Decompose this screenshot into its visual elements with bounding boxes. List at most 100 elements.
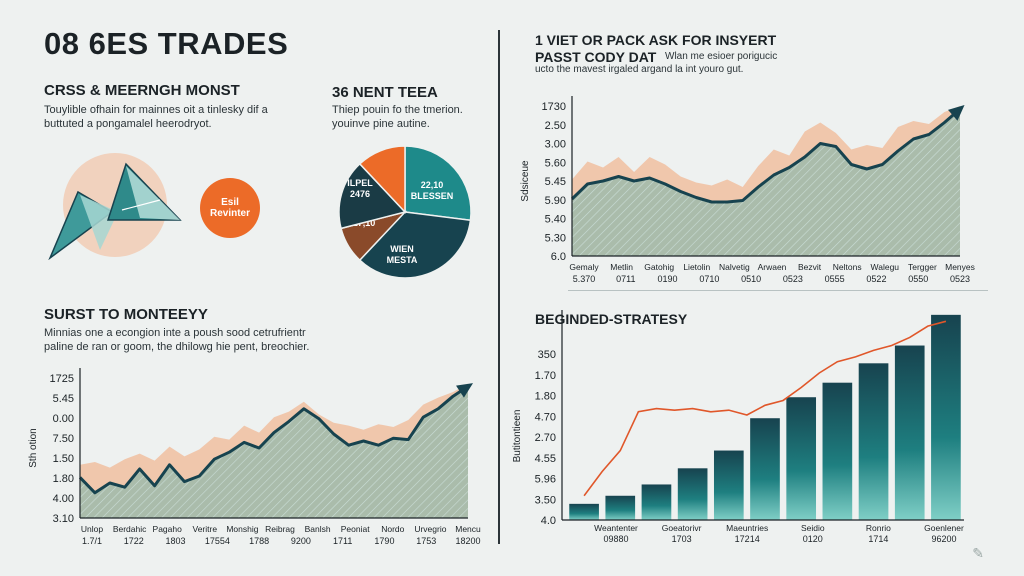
x-tick-label: Mencu: [455, 524, 481, 534]
y-tick-label: 3.00: [545, 139, 566, 151]
bottom-left-line-chart: 1725 5.45 0.00 7.50 1.50 1.80 4.00 3.10 Sth otio…: [28, 368, 481, 546]
prism-left-facet: [80, 195, 118, 250]
x-tick-label: Monshig: [226, 524, 258, 534]
pie-slice-label: 22,10 BLESSEN: [411, 180, 454, 201]
y-tick-label: 4.0: [541, 515, 556, 527]
series-area: [80, 386, 468, 518]
x-tick-label: Bezvit: [798, 262, 822, 272]
top-right-line-chart: 1730 2.50 3.00 5.60 5.45 5.90 5.40 5.30 6.0 Sdsic…: [520, 96, 975, 284]
x-tick-label: Reibrag: [265, 524, 295, 534]
x-tick-label: Seidio: [801, 523, 825, 533]
y-tick-label: 1.50: [53, 453, 74, 465]
vertical-divider: [498, 30, 500, 544]
prism-right-facet: [126, 166, 180, 220]
pie-label-line: ILPEL: [347, 178, 373, 188]
y-tick-label: 2.50: [545, 120, 566, 132]
y-tick-label: 5.45: [545, 176, 566, 188]
revinter-badge: Esil Revinter: [200, 178, 260, 238]
x-tick-value: 1722: [124, 536, 144, 546]
x-tick-value: 0555: [825, 274, 845, 284]
y-tick-label: 5.60: [545, 157, 566, 169]
y-tick-label: 3.10: [53, 513, 74, 525]
bar: [569, 503, 599, 520]
x-tick-label: Nalvetig: [719, 262, 750, 272]
pie-label-line: BLESSEN: [411, 191, 454, 201]
bar: [786, 397, 817, 520]
bar: [894, 345, 925, 520]
left-bottom-body: Minnias one a econgion inte a poush sood…: [44, 326, 309, 354]
y-tick-label: 5.90: [545, 195, 566, 207]
x-tick-value: 5.370: [573, 274, 596, 284]
series-area-tint: [80, 386, 468, 518]
pie-slice: [358, 145, 406, 214]
x-tick-value: 0523: [950, 274, 970, 284]
x-tick-label: Neltons: [833, 262, 862, 272]
x-tick-label: Arwaen: [758, 262, 787, 272]
x-tick-value: 0710: [699, 274, 719, 284]
bar: [931, 314, 961, 520]
right-top-heading-line: 1 VIET OR PACK ASK FOR INSYERT: [535, 32, 777, 48]
bar: [713, 450, 744, 520]
y-tick-label: 1.80: [53, 473, 74, 485]
x-tick-value: 1788: [249, 536, 269, 546]
y-tick-label: 1730: [542, 101, 566, 113]
brand-logo-icon: ✎: [972, 545, 984, 561]
illustration-spark: [121, 199, 161, 211]
y-tick-label: 4.70: [535, 411, 556, 423]
x-tick-label: Peoniat: [341, 524, 370, 534]
y-tick-label: 1725: [50, 373, 74, 385]
left-bottom-body-line: paline de ran or goom, the dhilowg hie p…: [44, 341, 310, 353]
x-tick-value: 1790: [374, 536, 394, 546]
x-tick-label: Menyes: [945, 262, 975, 272]
bar: [822, 382, 853, 520]
trend-arrow-icon: [456, 383, 474, 398]
pie-body-line: Thiep pouin fo the tmerion.: [332, 104, 463, 116]
series-line: [570, 107, 961, 204]
pie-label-line: WIEN: [390, 244, 414, 254]
x-tick-value: 0523: [783, 274, 803, 284]
left-bottom-heading: SURST TO MONTEEYY: [44, 306, 208, 323]
x-tick-value: 0190: [658, 274, 678, 284]
y-tick-label: 5.45: [53, 393, 74, 405]
y-axis-label: Sdsiceue: [520, 160, 531, 202]
x-tick-value: 0522: [866, 274, 886, 284]
y-tick-label: 2.70: [535, 432, 556, 444]
x-tick-value: 17214: [735, 534, 760, 544]
x-tick-label: Urvegrio: [414, 524, 446, 534]
x-tick-value: 0510: [741, 274, 761, 284]
bottom-right-bar-chart: 350 1.70 1.80 4.70 2.70 4.55 5.96 3.50 4.0 Butito…: [512, 310, 964, 544]
x-tick-label: Goeatorivr: [662, 523, 702, 533]
bar: [677, 468, 708, 520]
y-tick-label: 4.55: [535, 453, 556, 465]
x-tick-value: 1803: [166, 536, 186, 546]
right-top-subtitle: Wlan me esioer porigucic ucto the mavest…: [535, 50, 777, 76]
x-tick-value: 1711: [333, 536, 352, 546]
left-top-body-line: buttuted a pongamalel heerodryot.: [44, 118, 212, 130]
pie-body-line: youinve pine autine.: [332, 118, 430, 130]
y-tick-label: 6.0: [551, 251, 566, 263]
pie-slice-label: ILPEL 2476: [347, 178, 373, 199]
x-tick-label: Walegu: [871, 262, 900, 272]
pie-label-line: MESTA: [387, 255, 418, 265]
right-top-subtitle-line: ucto the mavest irgaled argand la int yo…: [535, 64, 744, 75]
right-bottom-heading: BEGINDED-STRATESY: [535, 311, 688, 327]
y-tick-label: 3.50: [535, 494, 556, 506]
x-tick-label: Weantenter: [594, 523, 638, 533]
y-tick-label: 1.80: [535, 391, 556, 403]
left-top-body-line: Touylible ofhain for mainnes oit a tinle…: [44, 104, 268, 116]
page-title: 08 6ES TRADES: [44, 26, 289, 61]
left-top-heading: CRSS & MEERNGH MONST: [44, 82, 240, 99]
x-tick-label: Maeuntries: [726, 523, 768, 533]
y-axis-label: Sth otion: [28, 428, 39, 467]
x-tick-value: 09880: [603, 534, 628, 544]
y-axis-label: Butitontieen: [512, 410, 523, 463]
pie-label-line: 22,10: [421, 180, 444, 190]
x-tick-label: Lietolin: [683, 262, 710, 272]
illustration: [48, 153, 182, 260]
y-tick-label: 0.00: [53, 413, 74, 425]
pie-slice: [404, 145, 472, 222]
x-tick-label: Veritre: [193, 524, 218, 534]
x-tick-label: Banlsh: [305, 524, 331, 534]
y-tick-label: 4.00: [53, 493, 74, 505]
y-tick-label: 5.30: [545, 232, 566, 244]
